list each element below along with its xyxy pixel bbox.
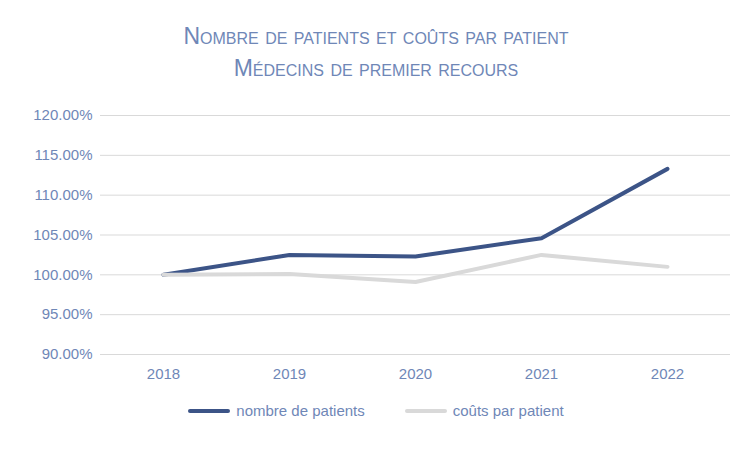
- svg-text:120.00%: 120.00%: [33, 106, 92, 123]
- svg-text:2022: 2022: [651, 365, 684, 382]
- html-text:Médecins de premier recours: Médecins de premier recours: [233, 55, 519, 81]
- svg-text:105.00%: 105.00%: [33, 226, 92, 243]
- svg-text:100.00%: 100.00%: [33, 266, 92, 283]
- svg-text:90.00%: 90.00%: [42, 345, 93, 362]
- html-text:nombre de patients: nombre de patients: [236, 402, 365, 419]
- svg-text:110.00%: 110.00%: [34, 186, 92, 203]
- svg-text:95.00%: 95.00%: [42, 305, 93, 322]
- svg-text:2018: 2018: [147, 365, 180, 382]
- svg-text:2020: 2020: [399, 365, 432, 382]
- html-text:coûts par patient: coûts par patient: [452, 402, 564, 419]
- svg-text:2019: 2019: [273, 365, 306, 382]
- html-text:Nombre de patients et coûts pa: Nombre de patients et coûts par patient: [183, 23, 569, 49]
- svg-text:2021: 2021: [525, 365, 558, 382]
- svg-text:115.00%: 115.00%: [34, 146, 92, 163]
